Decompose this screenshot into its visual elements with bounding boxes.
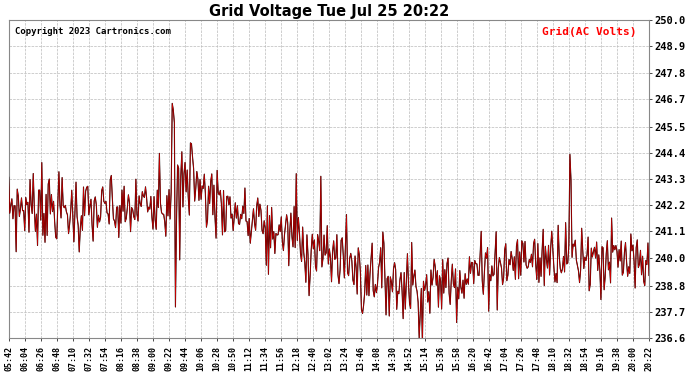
Text: Copyright 2023 Cartronics.com: Copyright 2023 Cartronics.com: [15, 27, 171, 36]
Title: Grid Voltage Tue Jul 25 20:22: Grid Voltage Tue Jul 25 20:22: [208, 4, 449, 19]
Text: Grid(AC Volts): Grid(AC Volts): [542, 27, 636, 37]
